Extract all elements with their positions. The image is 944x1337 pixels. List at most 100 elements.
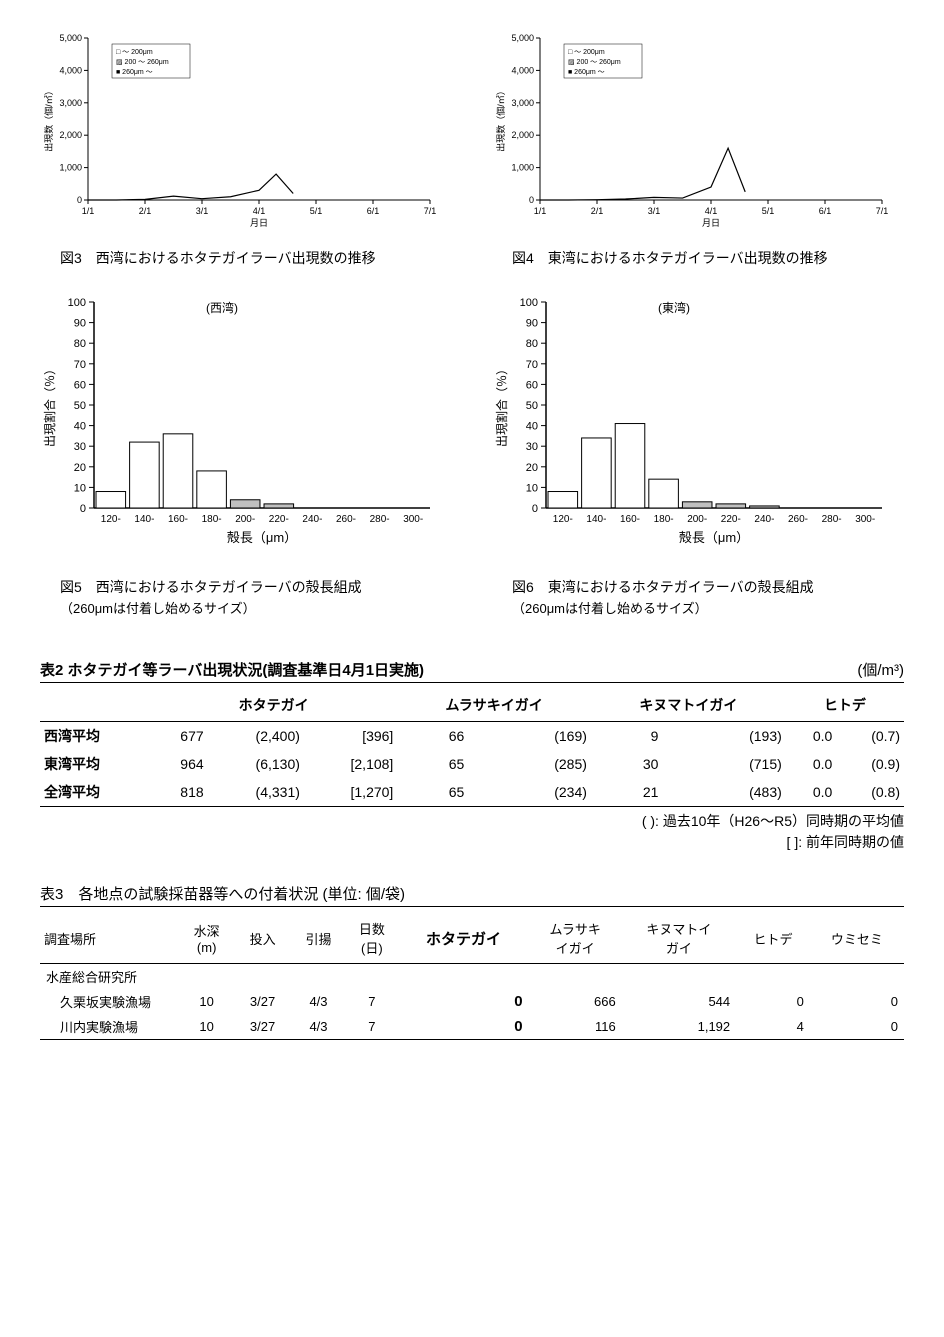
svg-text:3,000: 3,000: [511, 98, 534, 108]
t2-cell: (193): [662, 722, 785, 751]
t3-header: ウミセミ: [810, 913, 904, 964]
svg-text:6/1: 6/1: [367, 206, 380, 216]
svg-text:70: 70: [74, 359, 86, 371]
t2-h-kinu: キヌマトイガイ: [591, 689, 786, 722]
t2-h-hotate: ホタテガイ: [150, 689, 397, 722]
t2-cell: (285): [468, 750, 591, 778]
table3-title-row: 表3 各地点の試験採苗器等への付着状況 (単位: 個/袋): [40, 883, 904, 907]
t2-cell: 818: [150, 778, 208, 807]
t3-cell: 久栗坂実験漁場: [40, 989, 180, 1014]
svg-text:240-: 240-: [754, 514, 774, 525]
svg-text:2,000: 2,000: [511, 130, 534, 140]
svg-text:2,000: 2,000: [59, 130, 82, 140]
t3-cell: 666: [529, 989, 622, 1014]
svg-text:240-: 240-: [302, 514, 322, 525]
t3-header: 投入: [233, 913, 292, 964]
svg-text:5/1: 5/1: [310, 206, 323, 216]
svg-text:50: 50: [74, 400, 86, 412]
table2: ホタテガイ ムラサキイガイ キヌマトイガイ ヒトデ 西湾平均677(2,400)…: [40, 689, 904, 807]
t2-cell: 0.0: [786, 778, 837, 807]
table3-title: 表3 各地点の試験採苗器等への付着状況 (単位: 個/袋): [40, 883, 405, 904]
t3-header: 引揚: [292, 913, 345, 964]
t3-cell: 川内実験漁場: [40, 1014, 180, 1040]
t2-rowlabel: 東湾平均: [40, 750, 150, 778]
svg-text:220-: 220-: [269, 514, 289, 525]
table2-row: 東湾平均964(6,130)[2,108]65(285)30(715)0.0(0…: [40, 750, 904, 778]
svg-text:300-: 300-: [855, 514, 875, 525]
svg-text:殻長（μm）: 殻長（μm）: [227, 530, 297, 545]
t3-row: 久栗坂実験漁場103/274/37066654400: [40, 989, 904, 1014]
table2-unit: (個/m³): [857, 659, 904, 680]
svg-text:1,000: 1,000: [59, 163, 82, 173]
fig6-chart: 0102030405060708090100出現割合（％）(東湾)120-140…: [492, 289, 892, 569]
svg-text:出現割合（％）: 出現割合（％）: [494, 363, 509, 447]
svg-text:120-: 120-: [553, 514, 573, 525]
t2-cell: 677: [150, 722, 208, 751]
fig5-chart: 0102030405060708090100出現割合（％）(西湾)120-140…: [40, 289, 440, 569]
t2-cell: [396]: [304, 722, 397, 751]
t3-cell: 7: [345, 1014, 398, 1040]
t2-cell: (0.9): [836, 750, 904, 778]
t2-rowlabel: 西湾平均: [40, 722, 150, 751]
svg-text:4,000: 4,000: [59, 65, 82, 75]
bar-charts-row: 0102030405060708090100出現割合（％）(西湾)120-140…: [40, 289, 904, 629]
t3-cell: 0: [810, 989, 904, 1014]
fig4-container: 01,0002,0003,0004,0005,0001/12/13/14/15/…: [492, 30, 904, 279]
svg-text:160-: 160-: [168, 514, 188, 525]
t2-cell: (483): [662, 778, 785, 807]
svg-text:5,000: 5,000: [59, 33, 82, 43]
svg-text:4,000: 4,000: [511, 65, 534, 75]
fig3-chart: 01,0002,0003,0004,0005,0001/12/13/14/15/…: [40, 30, 440, 240]
svg-text:140-: 140-: [586, 514, 606, 525]
svg-text:180-: 180-: [202, 514, 222, 525]
svg-text:80: 80: [74, 338, 86, 350]
svg-text:7/1: 7/1: [424, 206, 437, 216]
svg-text:■ 260μm ～: ■ 260μm ～: [568, 69, 605, 76]
t2-note2: [ ]: 前年同時期の値: [787, 834, 904, 850]
svg-text:□ ～ 200μm: □ ～ 200μm: [568, 49, 605, 56]
fig6-sub: （260μmは付着し始めるサイズ）: [512, 601, 708, 616]
t3-cell: 4/3: [292, 989, 345, 1014]
line-charts-row: 01,0002,0003,0004,0005,0001/12/13/14/15/…: [40, 30, 904, 279]
svg-text:200-: 200-: [235, 514, 255, 525]
t3-cell: 544: [622, 989, 736, 1014]
t3-cell: 4: [736, 1014, 810, 1040]
fig6-caption-text: 図6 東湾におけるホタテガイラーバの殻長組成: [512, 579, 814, 595]
t3-header: ホタテガイ: [398, 913, 528, 964]
svg-text:120-: 120-: [101, 514, 121, 525]
table2-notes: ( ): 過去10年（H26～R5）同時期の平均値 [ ]: 前年同時期の値: [40, 811, 904, 853]
svg-text:2/1: 2/1: [591, 206, 604, 216]
t2-cell: 0.0: [786, 722, 837, 751]
fig5-caption-text: 図5 西湾におけるホタテガイラーバの殻長組成: [60, 579, 362, 595]
table2-title-row: 表2 ホタテガイ等ラーバ出現状況(調査基準日4月1日実施) (個/m³): [40, 659, 904, 683]
svg-text:0: 0: [80, 503, 86, 515]
svg-text:0: 0: [77, 195, 82, 205]
svg-text:▨ 200 ～ 260μm: ▨ 200 ～ 260μm: [116, 59, 169, 66]
svg-text:月日: 月日: [702, 218, 720, 228]
table2-row: 全湾平均818(4,331)[1,270]65(234)21(483)0.0(0…: [40, 778, 904, 807]
t3-row: 川内実験漁場103/274/3701161,19240: [40, 1014, 904, 1040]
t3-cell: 3/27: [233, 1014, 292, 1040]
t2-cell: 65: [397, 778, 468, 807]
t3-group-row: 水産総合研究所: [40, 964, 904, 990]
t2-cell: 9: [591, 722, 662, 751]
t3-cell: 0: [810, 1014, 904, 1040]
svg-text:140-: 140-: [134, 514, 154, 525]
svg-text:40: 40: [74, 421, 86, 433]
svg-text:出現数（個/㎡）: 出現数（個/㎡）: [43, 86, 54, 152]
t2-cell: [1,270]: [304, 778, 397, 807]
t2-rowlabel: 全湾平均: [40, 778, 150, 807]
t2-cell: 65: [397, 750, 468, 778]
svg-text:220-: 220-: [721, 514, 741, 525]
svg-text:50: 50: [526, 400, 538, 412]
t2-cell: (4,331): [208, 778, 304, 807]
fig6-container: 0102030405060708090100出現割合（％）(東湾)120-140…: [492, 289, 904, 629]
svg-text:260-: 260-: [788, 514, 808, 525]
svg-text:2/1: 2/1: [139, 206, 152, 216]
svg-text:10: 10: [74, 482, 86, 494]
svg-text:■ 260μm ～: ■ 260μm ～: [116, 69, 153, 76]
t2-cell: (2,400): [208, 722, 304, 751]
t3-cell: 0: [398, 989, 528, 1014]
t3-header: 日数(日): [345, 913, 398, 964]
table2-title: 表2 ホタテガイ等ラーバ出現状況(調査基準日4月1日実施): [40, 659, 424, 680]
